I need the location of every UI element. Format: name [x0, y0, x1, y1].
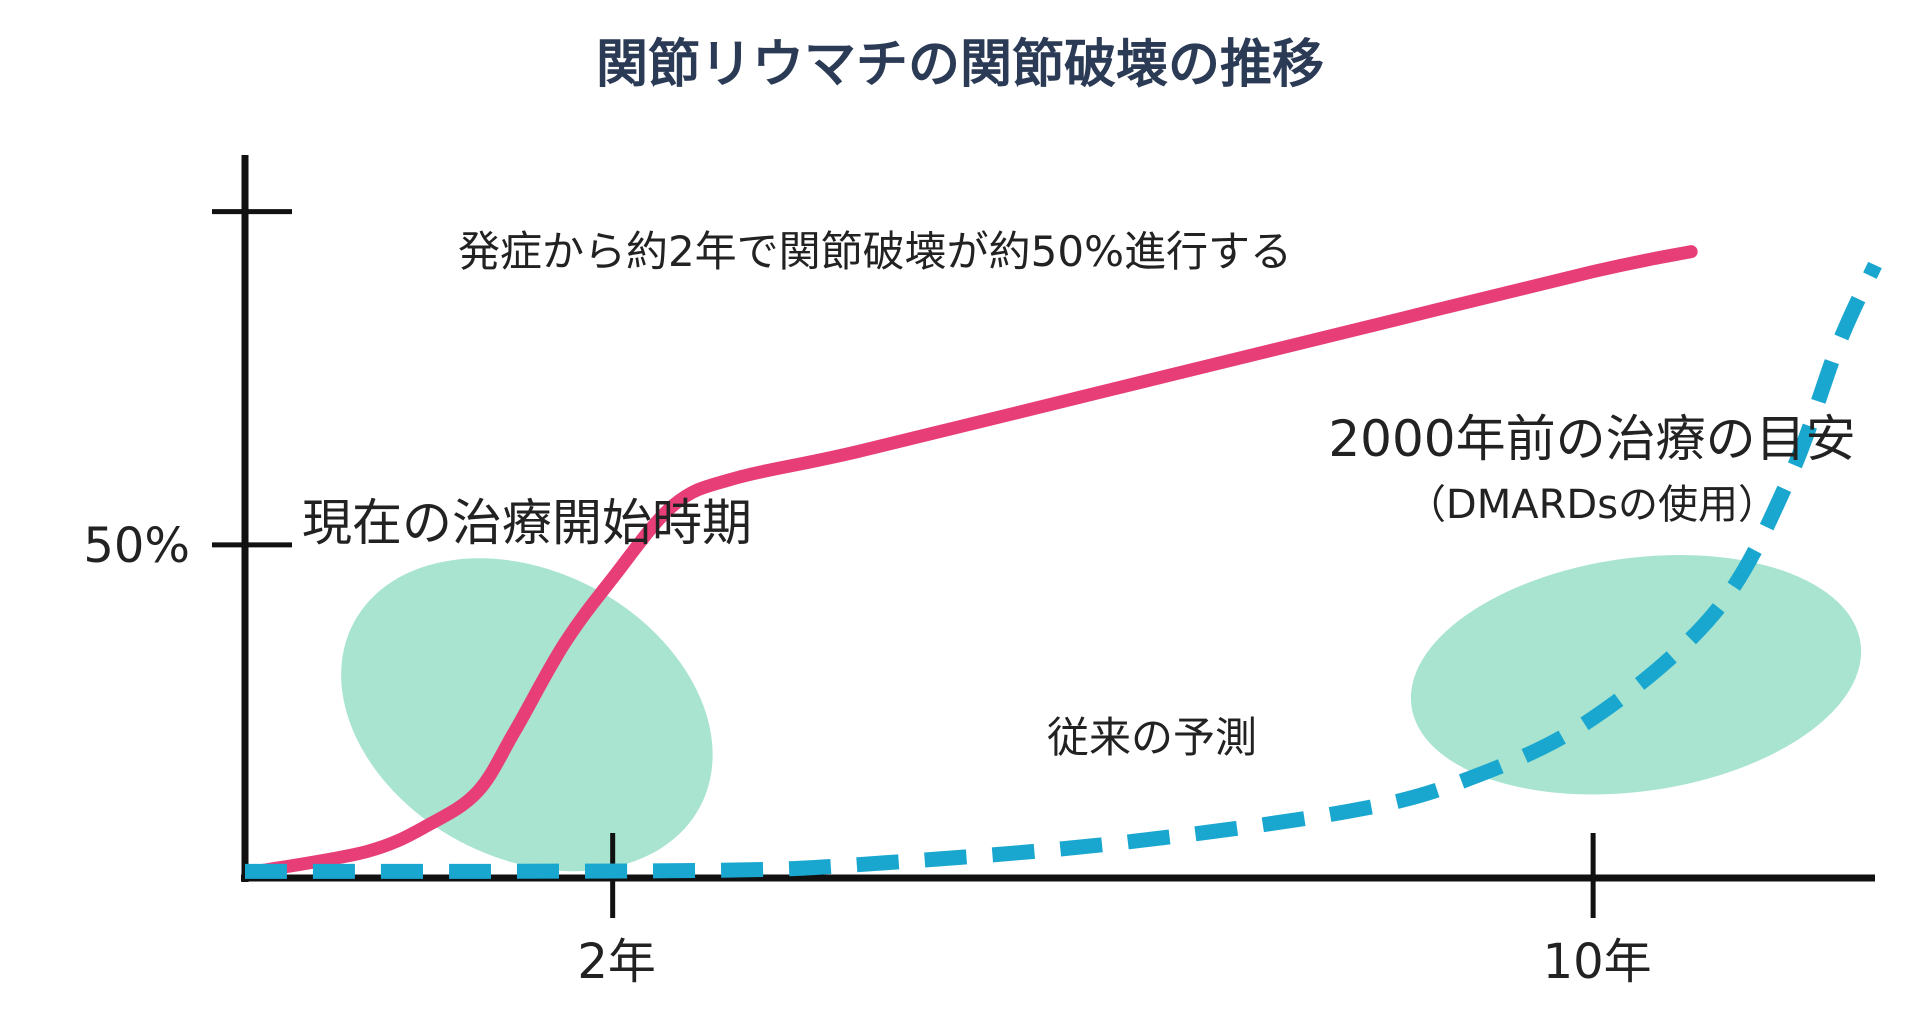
region-label-current: 現在の治療開始時期	[302, 494, 752, 552]
x-tick-label: 10年	[1543, 934, 1652, 990]
chart-title: 関節リウマチの関節破壊の推移	[596, 35, 1324, 95]
y-tick-label: 50%	[83, 518, 190, 574]
axes: 50% 2年 10年	[83, 155, 1875, 990]
x-tick-label: 2年	[577, 934, 656, 990]
actual-series-line	[250, 245, 1698, 878]
progress-annotation: 発症から約2年で関節破壊が約50%進行する	[458, 227, 1292, 276]
expected-series-line	[244, 261, 1882, 879]
expected-series-label: 従来の予測	[1047, 713, 1257, 762]
region-label-legacy: 2000年前の治療の目安	[1328, 410, 1855, 468]
series-lines	[244, 245, 1882, 879]
region-sublabel-legacy: （DMARDsの使用）	[1406, 482, 1778, 528]
highlight-region	[1410, 555, 1862, 795]
